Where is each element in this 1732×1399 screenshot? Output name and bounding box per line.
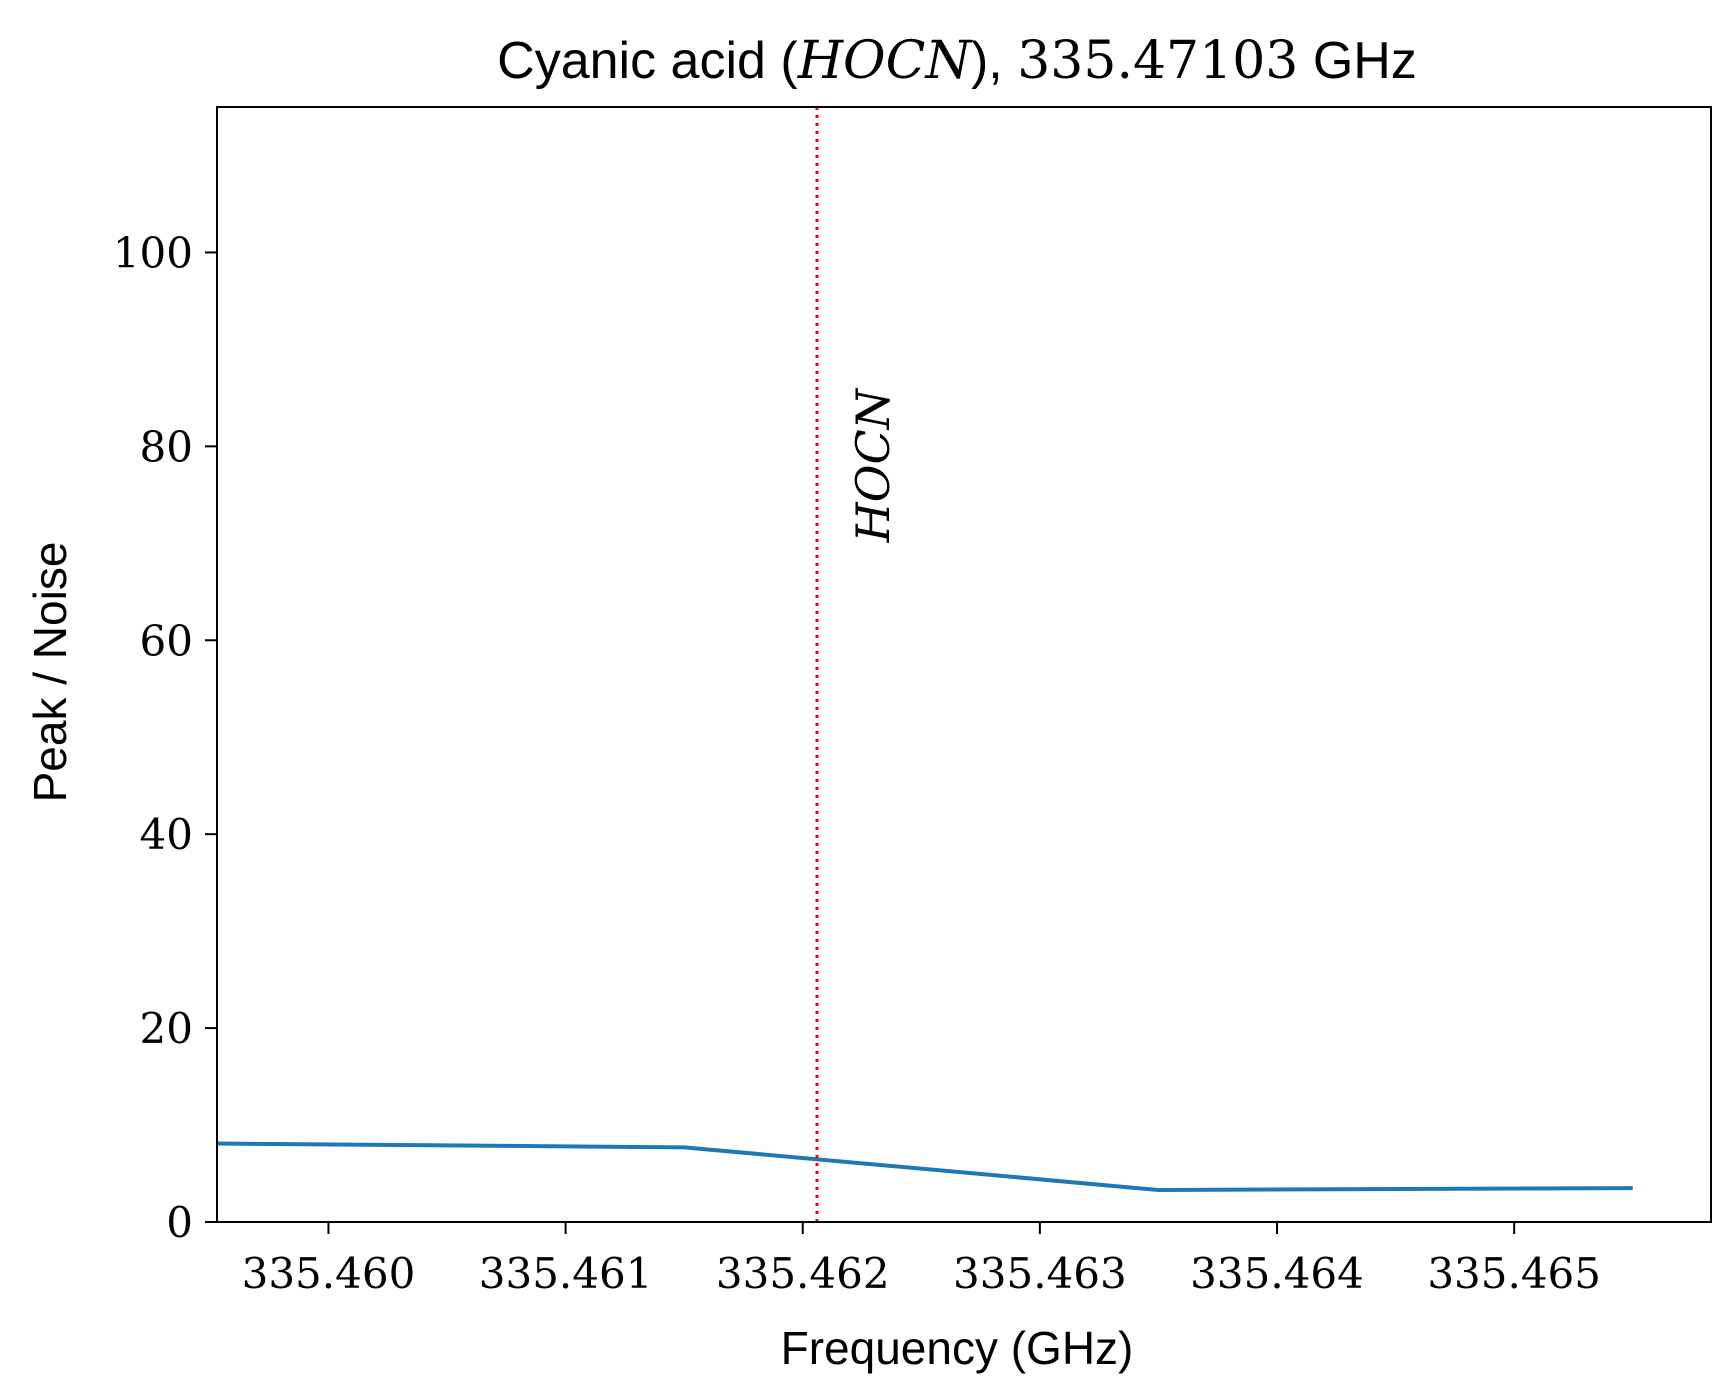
y-tick-label: 40 bbox=[140, 810, 193, 859]
title-frequency: 335.47103 bbox=[1017, 31, 1298, 91]
x-tick-label: 335.463 bbox=[953, 1249, 1127, 1298]
y-tick-label: 60 bbox=[140, 616, 193, 665]
x-axis-label: Frequency (GHz) bbox=[781, 1322, 1134, 1374]
title-separator: ), bbox=[971, 32, 1017, 90]
y-axis-label: Peak / Noise bbox=[24, 542, 76, 803]
title-unit: GHz bbox=[1298, 32, 1416, 90]
y-tick-label: 100 bbox=[113, 228, 193, 277]
x-tick-label: 335.464 bbox=[1190, 1249, 1364, 1298]
x-tick-label: 335.462 bbox=[716, 1249, 890, 1298]
title-molecule: HOCN bbox=[797, 31, 973, 91]
x-tick-label: 335.461 bbox=[479, 1249, 653, 1298]
plot-area: 335.460 335.461 335.462 335.463 335.464 335.4… bbox=[113, 106, 1712, 1298]
y-tick-label: 0 bbox=[166, 1198, 193, 1247]
x-tick-label: 335.465 bbox=[1427, 1249, 1601, 1298]
axes-frame bbox=[216, 106, 1712, 1223]
x-tick-label: 335.460 bbox=[242, 1249, 416, 1298]
title-prefix: Cyanic acid ( bbox=[497, 32, 798, 90]
series-line-0 bbox=[217, 1141, 1633, 1192]
marker-label-hocn: HOCN bbox=[846, 387, 900, 543]
y-tick-label: 20 bbox=[140, 1004, 193, 1053]
chart-title: Cyanic acid (HOCN), 335.47103 GHz bbox=[497, 31, 1417, 91]
y-tick-label: 80 bbox=[140, 422, 193, 471]
